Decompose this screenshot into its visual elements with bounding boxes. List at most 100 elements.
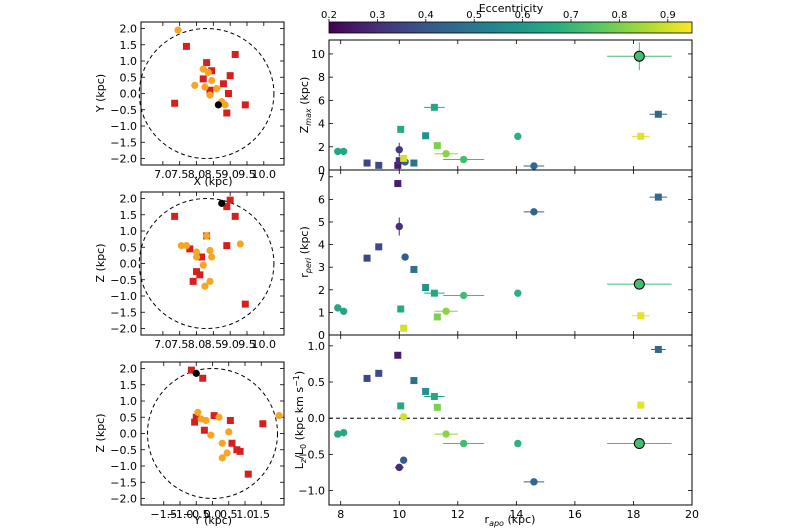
data-square bbox=[394, 351, 402, 359]
square-marker bbox=[192, 413, 200, 421]
data-square bbox=[410, 377, 418, 385]
data-square bbox=[433, 403, 441, 411]
x-tick-label: 8 bbox=[337, 508, 344, 521]
x-tick-label: 12 bbox=[451, 508, 465, 521]
y-tick-label: 1.5 bbox=[120, 379, 138, 392]
x-tick-label: −1.5 bbox=[150, 508, 177, 521]
circle-marker bbox=[203, 232, 211, 240]
boundary-circle bbox=[138, 28, 275, 159]
y-tick-label: −1.5 bbox=[110, 136, 137, 149]
panel-xz: Z (kpc) 2.0 1.5 1.0 0.5 0.0 −0.5 −1.0 −1.5 −2.0 7… bbox=[94, 191, 285, 351]
data-square bbox=[430, 103, 438, 111]
colorbar-label: Eccentricity bbox=[479, 2, 544, 15]
data-square bbox=[654, 345, 662, 353]
square-marker bbox=[199, 75, 207, 83]
square-marker bbox=[223, 109, 231, 117]
data-square bbox=[433, 313, 441, 321]
y-tick-label: 2 bbox=[318, 141, 325, 154]
y-tick-label: 1.0 bbox=[120, 225, 138, 238]
circle-marker bbox=[215, 413, 223, 421]
panel-xz-ylabel: Z (kpc) bbox=[94, 243, 107, 282]
x-tick-label: 9.5 bbox=[238, 168, 256, 181]
square-marker bbox=[203, 59, 211, 67]
colorbar-tick-label: 0.4 bbox=[418, 10, 434, 21]
data-square bbox=[397, 125, 405, 133]
data-circle bbox=[401, 253, 409, 261]
x-tick-label: 7.5 bbox=[171, 168, 189, 181]
data-square bbox=[397, 402, 405, 410]
square-marker bbox=[223, 242, 231, 250]
square-marker bbox=[226, 72, 234, 80]
x-tick-label: 0.5 bbox=[220, 508, 238, 521]
colorbar-tick-label: 0.3 bbox=[369, 10, 385, 21]
data-circle-large bbox=[633, 50, 645, 62]
data-square bbox=[395, 157, 403, 165]
data-circle bbox=[442, 307, 450, 315]
circle-marker bbox=[197, 415, 205, 423]
circle-marker bbox=[199, 261, 207, 269]
y-tick-label: −0.5 bbox=[110, 274, 137, 287]
x-tick-label: 8.5 bbox=[205, 168, 223, 181]
square-marker bbox=[171, 212, 179, 220]
circle-marker bbox=[223, 449, 231, 457]
x-tick-label: 1.0 bbox=[236, 508, 254, 521]
x-tick-label: 10.0 bbox=[252, 168, 277, 181]
square-marker bbox=[186, 245, 194, 253]
x-tick-label: 8.0 bbox=[188, 168, 206, 181]
square-marker bbox=[224, 90, 232, 97]
data-circle bbox=[442, 150, 450, 158]
square-marker bbox=[171, 99, 179, 107]
data-square bbox=[410, 159, 418, 167]
circle-marker bbox=[206, 91, 214, 99]
circle-marker bbox=[206, 246, 214, 255]
panel-zmax-ylabel: Zmax (kpc) bbox=[298, 77, 313, 133]
x-tick-label: 10 bbox=[392, 508, 406, 521]
colorbar-tick-label: 0.8 bbox=[611, 10, 627, 21]
x-tick-label: 20 bbox=[685, 508, 699, 521]
data-square bbox=[375, 161, 383, 169]
y-tick-label: 0 bbox=[318, 329, 325, 342]
data-square bbox=[422, 284, 430, 292]
data-square bbox=[394, 180, 402, 188]
y-tick-label: 2.0 bbox=[120, 193, 138, 206]
y-tick-label: 0.0 bbox=[308, 412, 326, 425]
y-tick-label: 0.0 bbox=[120, 88, 138, 101]
x-tick-label: 9.5 bbox=[238, 338, 256, 351]
data-circle bbox=[459, 291, 468, 300]
circle-marker bbox=[206, 277, 214, 285]
data-square bbox=[375, 243, 383, 251]
circle-marker bbox=[192, 253, 201, 261]
panel-lz-ylabel: Lz/L0 (kpc km s−1) bbox=[292, 371, 308, 469]
data-square bbox=[430, 289, 438, 297]
square-marker bbox=[200, 426, 208, 434]
circle-marker bbox=[225, 428, 233, 436]
y-tick-label: 0 bbox=[318, 164, 325, 177]
data-circle bbox=[514, 289, 522, 297]
square-marker bbox=[208, 67, 216, 75]
data-circle bbox=[339, 428, 348, 437]
x-tick-label: 0.0 bbox=[204, 508, 222, 521]
y-tick-label: 4 bbox=[318, 239, 325, 252]
x-tick-label: 9.0 bbox=[221, 168, 239, 181]
y-tick-label: 1.0 bbox=[120, 55, 138, 68]
panel-rperi: rperi (kpc) 0 1 2 3 4 5 6 7 bbox=[298, 169, 693, 342]
y-tick-label: −0.5 bbox=[110, 444, 137, 457]
data-circle bbox=[459, 155, 468, 164]
square-marker bbox=[199, 374, 207, 382]
x-tick-label: 16 bbox=[568, 508, 582, 521]
circle-marker bbox=[208, 76, 216, 85]
data-square bbox=[637, 132, 645, 140]
data-square bbox=[363, 254, 371, 262]
data-circle bbox=[399, 456, 408, 464]
y-tick-label: 1.0 bbox=[120, 395, 138, 408]
square-marker bbox=[206, 86, 214, 94]
x-tick-label: 14 bbox=[509, 508, 523, 521]
square-marker bbox=[231, 212, 239, 220]
data-square bbox=[400, 324, 408, 332]
panel-lz: Lz/L0 (kpc km s−1) rapo (kpc) 1.00.50.0−… bbox=[292, 334, 699, 528]
y-tick-label: 6 bbox=[318, 193, 325, 206]
data-square bbox=[637, 401, 645, 409]
square-marker bbox=[219, 80, 227, 88]
panel-xz-frame bbox=[140, 191, 285, 336]
